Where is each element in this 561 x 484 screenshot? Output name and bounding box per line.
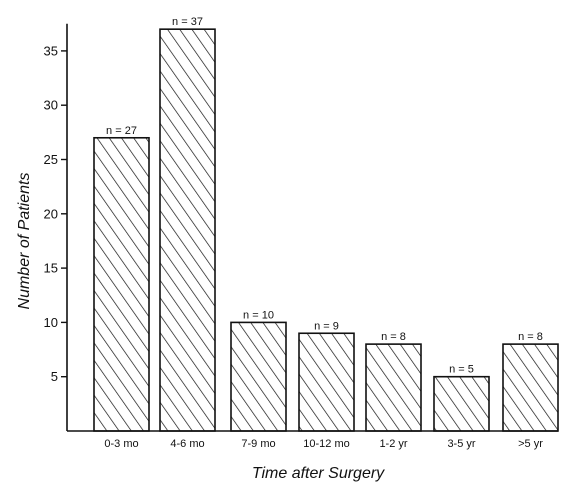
y-tick-label: 30 [44, 98, 58, 113]
bar [365, 343, 422, 432]
bar [298, 332, 355, 432]
bar [230, 321, 287, 432]
bar [159, 28, 216, 432]
y-tick-label: 5 [51, 369, 58, 384]
y-tick-label: 20 [44, 206, 58, 221]
bar [502, 343, 559, 432]
bar [93, 136, 150, 432]
bar-data-label: n = 8 [381, 331, 406, 343]
x-tick-label: 1-2 yr [379, 438, 407, 450]
bar-data-label: n = 5 [449, 364, 474, 376]
x-tick-label: 7-9 mo [241, 438, 275, 450]
y-axis-title: Number of Patients [16, 173, 33, 310]
x-labels: 0-3 mo 4-6 mo 7-9 mo 10-12 mo 1-2 yr 3-5 yr >5… [104, 438, 543, 450]
x-axis-title: Time after Surgery [252, 465, 385, 482]
y-tick-label: 25 [44, 152, 58, 167]
y-tick-label: 15 [44, 261, 58, 276]
y-ticks: 5 10 15 20 25 30 35 [44, 43, 67, 384]
y-tick-label: 10 [44, 315, 58, 330]
x-tick-label: 4-6 mo [170, 438, 204, 450]
bar-data-label: n = 27 [106, 125, 137, 137]
x-tick-label: >5 yr [518, 438, 543, 450]
x-tick-label: 0-3 mo [104, 438, 138, 450]
y-tick-label: 35 [44, 43, 58, 58]
bar-data-label: n = 37 [172, 16, 203, 28]
x-tick-label: 3-5 yr [447, 438, 475, 450]
bar-data-label: n = 8 [518, 331, 543, 343]
bar-data-label: n = 9 [314, 320, 339, 332]
bar [433, 375, 490, 432]
bar-data-label: n = 10 [243, 309, 274, 321]
x-tick-label: 10-12 mo [303, 438, 349, 450]
bars: n = 27 n = 37 n = 10 n = 9 n = 8 n = 5 n = 8 [93, 16, 559, 432]
